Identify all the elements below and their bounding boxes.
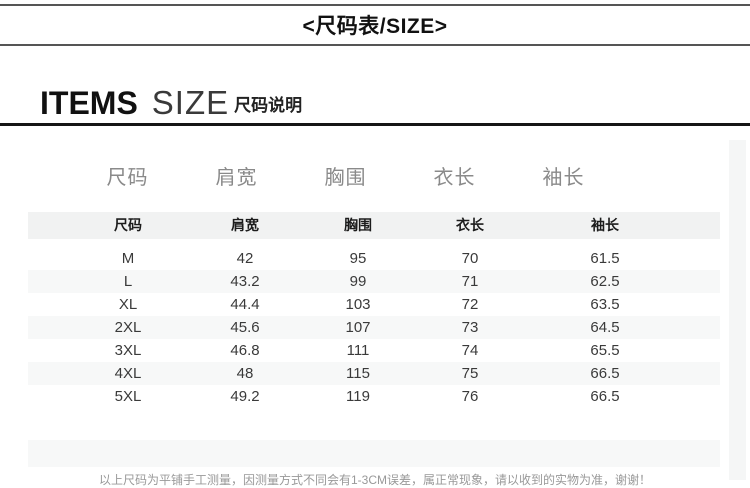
measurement-label: 衣长 bbox=[433, 167, 476, 189]
table-cell: 119 bbox=[346, 388, 370, 405]
table-row: 4XL 48 115 75 66.5 bbox=[28, 362, 720, 385]
measurement-label: 肩宽 bbox=[215, 167, 258, 189]
table-header-cell: 胸围 bbox=[344, 217, 372, 233]
measurement-label: 袖长 bbox=[542, 167, 585, 189]
table-row: L 43.2 99 71 62.5 bbox=[28, 270, 720, 293]
table-cell: 44.4 bbox=[230, 296, 260, 313]
table-cell: 107 bbox=[345, 319, 371, 336]
table-header-row: 尺码 肩宽 胸围 衣长 袖长 bbox=[28, 212, 720, 239]
table-cell: 4XL bbox=[114, 365, 142, 382]
divider-top bbox=[0, 4, 750, 6]
table-cell: M bbox=[121, 250, 135, 267]
section-header-size: SIZE bbox=[151, 84, 230, 121]
table-header-cell: 袖长 bbox=[591, 217, 619, 233]
footer-band bbox=[28, 440, 720, 467]
table-row: 3XL 46.8 111 74 65.5 bbox=[28, 339, 720, 362]
table-cell: 49.2 bbox=[230, 388, 260, 405]
table-cell: 2XL bbox=[114, 319, 142, 336]
table-cell: 76 bbox=[461, 388, 479, 405]
section-header-items: ITEMS bbox=[40, 85, 138, 121]
table-cell: 63.5 bbox=[590, 296, 620, 313]
table-cell: XL bbox=[118, 296, 138, 313]
table-cell: 66.5 bbox=[590, 365, 620, 382]
table-cell: 70 bbox=[461, 250, 479, 267]
table-cell: 66.5 bbox=[590, 388, 620, 405]
right-edge-shading bbox=[729, 140, 746, 480]
divider-thick bbox=[0, 123, 750, 126]
table-cell: 64.5 bbox=[590, 319, 620, 336]
table-cell: 71 bbox=[461, 273, 479, 290]
table-cell: L bbox=[123, 273, 133, 290]
table-header-cell: 尺码 bbox=[114, 217, 142, 233]
measurement-label-row: 尺码 肩宽 胸围 衣长 袖长 bbox=[73, 164, 618, 192]
table-cell: 111 bbox=[346, 342, 370, 359]
table-cell: 95 bbox=[349, 250, 367, 267]
table-row: 5XL 49.2 119 76 66.5 bbox=[28, 385, 720, 408]
section-header-subtitle: 尺码说明 bbox=[234, 96, 303, 115]
table-cell: 42 bbox=[236, 250, 254, 267]
size-table: 尺码 肩宽 胸围 衣长 袖长 M 42 95 70 61.5 L 43.2 99 71 62.5 XL 44.4… bbox=[28, 212, 720, 408]
table-row: XL 44.4 103 72 63.5 bbox=[28, 293, 720, 316]
table-cell: 43.2 bbox=[230, 273, 260, 290]
table-cell: 5XL bbox=[114, 388, 142, 405]
table-header-cell: 衣长 bbox=[456, 217, 484, 233]
table-cell: 115 bbox=[346, 365, 370, 382]
table-cell: 45.6 bbox=[230, 319, 260, 336]
section-header: ITEMS SIZE 尺码说明 bbox=[40, 82, 303, 121]
measurement-label: 胸围 bbox=[324, 167, 367, 189]
page-title: <尺码表/SIZE> bbox=[302, 15, 448, 38]
table-row: M 42 95 70 61.5 bbox=[28, 247, 720, 270]
measurement-label: 尺码 bbox=[106, 167, 149, 189]
table-cell: 72 bbox=[461, 296, 479, 313]
table-cell: 75 bbox=[461, 365, 479, 382]
table-cell: 61.5 bbox=[590, 250, 620, 267]
divider-under-title bbox=[0, 44, 750, 46]
table-row: 2XL 45.6 107 73 64.5 bbox=[28, 316, 720, 339]
table-header-cell: 肩宽 bbox=[231, 217, 259, 233]
table-cell: 46.8 bbox=[230, 342, 260, 359]
table-cell: 99 bbox=[349, 273, 367, 290]
table-cell: 48 bbox=[236, 365, 254, 382]
table-cell: 65.5 bbox=[590, 342, 620, 359]
table-cell: 62.5 bbox=[590, 273, 620, 290]
table-cell: 103 bbox=[345, 296, 371, 313]
table-cell: 74 bbox=[461, 342, 479, 359]
table-cell: 3XL bbox=[114, 342, 142, 359]
table-cell: 73 bbox=[461, 319, 479, 336]
